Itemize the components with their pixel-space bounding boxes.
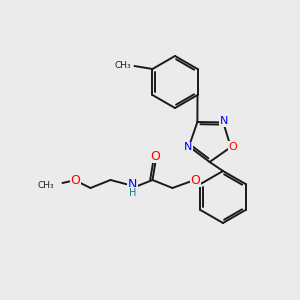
- Text: H: H: [129, 188, 136, 198]
- Text: N: N: [220, 116, 228, 126]
- Text: O: O: [151, 149, 160, 163]
- Text: O: O: [190, 173, 200, 187]
- Text: O: O: [228, 142, 237, 152]
- Text: N: N: [184, 142, 192, 152]
- Text: CH₃: CH₃: [38, 182, 55, 190]
- Text: N: N: [128, 178, 137, 191]
- Text: CH₃: CH₃: [115, 61, 131, 70]
- Text: O: O: [70, 173, 80, 187]
